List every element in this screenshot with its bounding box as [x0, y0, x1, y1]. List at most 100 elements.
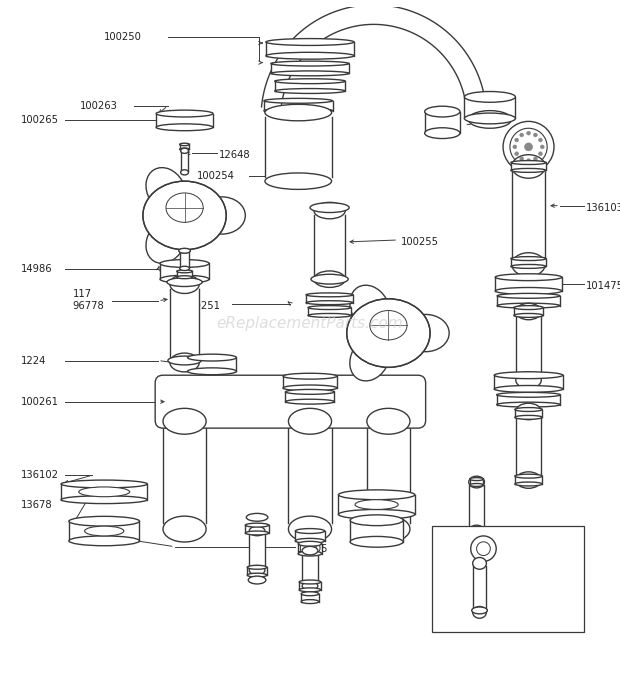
Bar	[350, 520, 403, 542]
Bar	[301, 594, 319, 602]
Bar	[177, 271, 192, 277]
Ellipse shape	[246, 513, 268, 521]
Ellipse shape	[470, 478, 484, 481]
Ellipse shape	[306, 301, 353, 305]
Bar	[302, 551, 318, 586]
Ellipse shape	[163, 409, 206, 434]
Bar	[283, 376, 337, 388]
Bar	[470, 479, 484, 485]
Ellipse shape	[520, 133, 524, 137]
Ellipse shape	[308, 306, 351, 310]
Ellipse shape	[538, 152, 542, 155]
Ellipse shape	[306, 293, 353, 297]
Text: 117: 117	[73, 289, 92, 299]
Ellipse shape	[511, 168, 546, 172]
Bar	[187, 357, 236, 371]
Ellipse shape	[160, 275, 209, 283]
Ellipse shape	[515, 408, 542, 411]
Ellipse shape	[511, 161, 546, 164]
Ellipse shape	[370, 310, 407, 340]
Bar	[163, 421, 206, 529]
Ellipse shape	[180, 148, 188, 153]
Bar	[511, 163, 546, 170]
Ellipse shape	[355, 499, 398, 509]
Ellipse shape	[511, 264, 546, 269]
Ellipse shape	[146, 168, 186, 213]
Ellipse shape	[497, 392, 560, 397]
Ellipse shape	[302, 546, 318, 555]
Ellipse shape	[516, 372, 541, 388]
Ellipse shape	[264, 108, 332, 113]
Ellipse shape	[187, 354, 236, 361]
Ellipse shape	[249, 526, 265, 536]
Text: 3924: 3924	[465, 117, 490, 127]
Ellipse shape	[472, 557, 487, 569]
Text: 13805: 13805	[297, 544, 329, 554]
Ellipse shape	[314, 203, 345, 219]
Bar	[511, 258, 546, 267]
Text: 136102: 136102	[21, 470, 59, 480]
Bar	[275, 81, 345, 91]
Bar	[516, 312, 541, 380]
Ellipse shape	[464, 92, 515, 102]
Bar	[298, 544, 322, 554]
Ellipse shape	[180, 248, 190, 253]
Ellipse shape	[69, 516, 140, 526]
Bar	[180, 145, 190, 149]
Bar	[156, 114, 213, 127]
Ellipse shape	[470, 528, 484, 532]
Bar	[160, 264, 209, 279]
Ellipse shape	[515, 415, 542, 419]
Ellipse shape	[494, 371, 563, 379]
Ellipse shape	[298, 551, 322, 556]
Ellipse shape	[167, 278, 202, 287]
Bar	[495, 277, 562, 291]
Ellipse shape	[246, 531, 269, 535]
Ellipse shape	[179, 248, 190, 253]
Ellipse shape	[533, 133, 538, 137]
Ellipse shape	[275, 79, 345, 83]
Bar	[515, 409, 542, 417]
Ellipse shape	[497, 293, 560, 298]
Ellipse shape	[271, 61, 349, 66]
Ellipse shape	[266, 52, 354, 59]
Bar	[497, 296, 560, 306]
Ellipse shape	[301, 592, 319, 596]
Ellipse shape	[180, 148, 190, 151]
Ellipse shape	[468, 110, 512, 129]
Ellipse shape	[472, 607, 487, 614]
Ellipse shape	[472, 606, 487, 618]
Ellipse shape	[247, 573, 267, 577]
Bar	[314, 211, 345, 279]
Ellipse shape	[470, 534, 484, 538]
Text: 100265: 100265	[21, 115, 59, 125]
Text: 12648: 12648	[219, 149, 250, 160]
Ellipse shape	[163, 516, 206, 542]
Bar	[512, 166, 545, 264]
Bar	[299, 582, 321, 590]
Ellipse shape	[180, 170, 188, 175]
Bar	[266, 42, 354, 56]
Bar	[464, 97, 515, 118]
Ellipse shape	[246, 523, 269, 527]
Bar	[288, 421, 332, 529]
Bar	[497, 395, 560, 404]
Ellipse shape	[61, 480, 148, 488]
Bar	[470, 530, 484, 536]
Bar	[339, 495, 415, 514]
Ellipse shape	[515, 152, 518, 155]
Ellipse shape	[288, 409, 332, 434]
Ellipse shape	[84, 526, 124, 536]
Text: 101474: 101474	[536, 610, 574, 621]
Ellipse shape	[471, 536, 496, 561]
Text: 100254: 100254	[197, 171, 235, 181]
Ellipse shape	[180, 143, 190, 145]
Ellipse shape	[402, 314, 449, 352]
Ellipse shape	[497, 303, 560, 308]
Bar	[433, 526, 585, 632]
Ellipse shape	[275, 89, 345, 94]
Bar	[472, 563, 487, 612]
Ellipse shape	[314, 271, 345, 287]
Ellipse shape	[299, 580, 321, 584]
Ellipse shape	[367, 409, 410, 434]
